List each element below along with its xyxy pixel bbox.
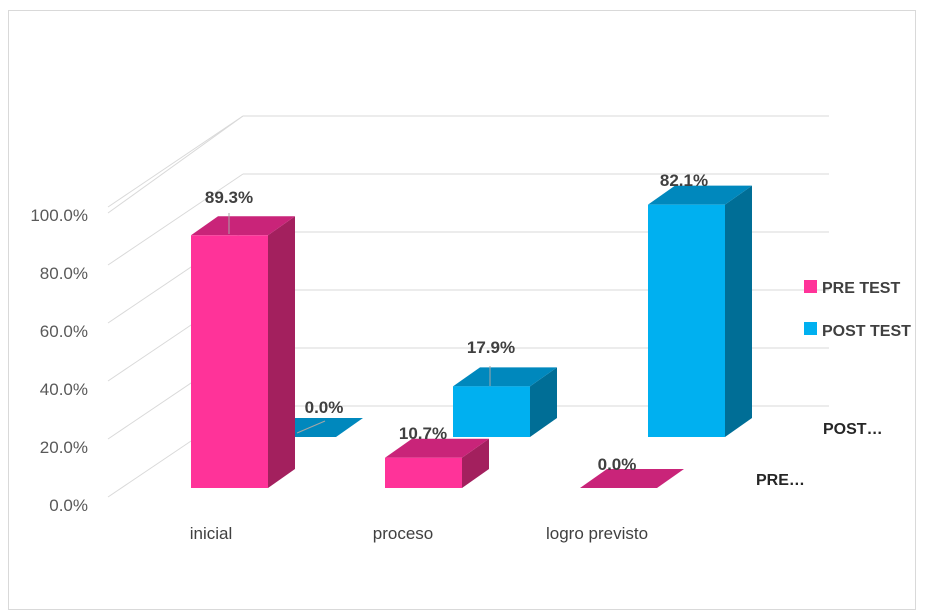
label-leader [296,420,326,434]
gridline-side [107,115,244,214]
bar-post-1-front [453,386,530,437]
legend-swatch-post [804,322,817,335]
data-label-pre-proceso: 10.7% [399,424,447,443]
bar-post-1-side [530,367,557,437]
data-label-pre-logro: 0.0% [598,455,637,474]
y-tick-label: 80.0% [40,264,88,283]
gridline-side [107,115,244,208]
bar-pre-1-front [385,457,462,488]
y-tick-label: 40.0% [40,380,88,399]
legend-swatch-pre [804,280,817,293]
x-tick-label: proceso [373,524,433,543]
bar-pre-0-top [191,216,295,236]
legend-label-post: POST TEST [822,323,911,340]
data-label-pre-inicial: 89.3% [205,188,253,207]
bar-post-2-side [725,185,752,437]
bar-pre-0-front [191,235,268,488]
depth-label-pre: PRE… [756,472,805,489]
data-labels: 89.3% 10.7% 0.0% 0.0% 17.9% 82.1% [205,171,708,474]
chart-frame [8,10,916,610]
y-tick-label: 20.0% [40,438,88,457]
y-tick-label: 100.0% [30,206,88,225]
y-tick-label: 0.0% [49,496,88,515]
bar-pre-0-side [268,216,295,488]
gridline-side [107,173,244,266]
bar-post-2-top [648,185,752,205]
bar-pre-1-side [462,438,489,488]
bar-post-2-front [648,204,725,437]
depth-axis: PRE… POST… [756,421,883,489]
bar-pre-2-top [580,469,684,488]
data-label-post-logro: 82.1% [660,171,708,190]
depth-label-post: POST… [823,421,883,438]
y-tick-label: 60.0% [40,322,88,341]
bar-pre-1-top [385,438,489,458]
data-label-post-inicial: 0.0% [305,398,344,417]
y-axis: 0.0% 20.0% 40.0% 60.0% 80.0% 100.0% [30,206,88,515]
x-axis: inicial proceso logro previsto [190,524,648,543]
legend-label-pre: PRE TEST [822,280,900,297]
x-tick-label: logro previsto [546,524,648,543]
bar-post-1-top [453,367,557,387]
x-tick-label: inicial [190,524,233,543]
bars [191,185,752,488]
legend: PRE TEST POST TEST [804,280,911,340]
data-label-post-proceso: 17.9% [467,338,515,357]
